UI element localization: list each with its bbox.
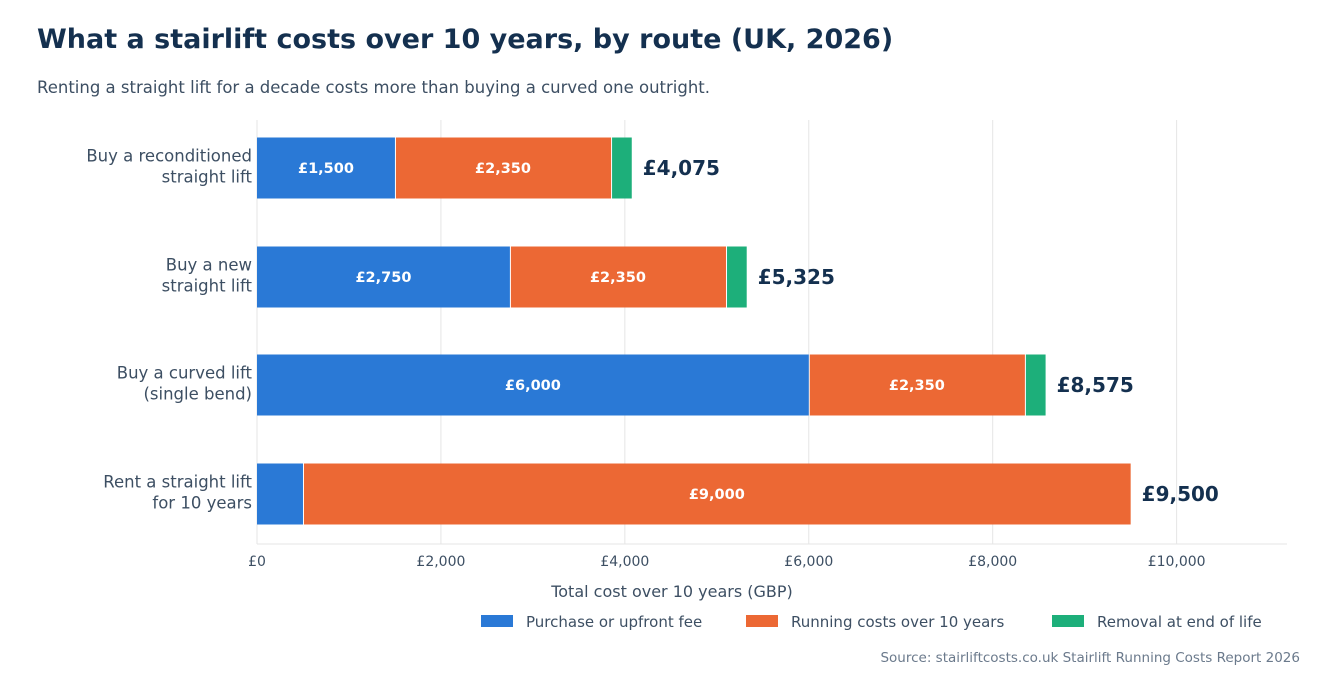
bar-segment (257, 354, 809, 416)
bar-segment (612, 137, 632, 199)
bar-segment (727, 246, 747, 308)
bar-segment-label: £2,350 (475, 161, 531, 177)
source-note: Source: stairliftcosts.co.uk Stairlift R… (880, 650, 1300, 666)
bar-segment-label: £6,000 (505, 378, 561, 394)
legend-swatch (1052, 615, 1084, 627)
legend-swatch (481, 615, 513, 627)
legend-label: Running costs over 10 years (791, 613, 1004, 631)
chart-title: What a stairlift costs over 10 years, by… (37, 24, 894, 55)
x-tick-label: £10,000 (1148, 554, 1206, 570)
x-tick-label: £8,000 (968, 554, 1017, 570)
bar-total-label: £4,075 (643, 156, 720, 180)
x-tick-label: £0 (248, 554, 266, 570)
bar-segment-label: £2,750 (355, 270, 411, 286)
legend-label: Removal at end of life (1097, 613, 1262, 631)
bar-segment (303, 463, 1131, 525)
category-label: Buy a new (166, 256, 252, 275)
category-label: (single bend) (143, 385, 252, 404)
bar-segment-label: £9,000 (689, 487, 745, 503)
bar-segment (257, 137, 395, 199)
bar-segment (1025, 354, 1046, 416)
bar-segment (809, 354, 1025, 416)
bar-segment (257, 246, 510, 308)
bar-total-label: £8,575 (1057, 373, 1134, 397)
x-tick-label: £6,000 (784, 554, 833, 570)
bar-segment-label: £2,350 (889, 378, 945, 394)
legend-swatch (746, 615, 778, 627)
bar-total-label: £5,325 (758, 265, 835, 289)
category-label: straight lift (162, 168, 253, 187)
bar-segment-label: £2,350 (590, 270, 646, 286)
bar-segment (510, 246, 727, 308)
category-label: for 10 years (152, 494, 252, 513)
category-label: Rent a straight lift (103, 473, 252, 492)
x-tick-label: £4,000 (600, 554, 649, 570)
bar-segment-label: £1,500 (298, 161, 354, 177)
category-label: straight lift (162, 277, 253, 296)
category-label: Buy a curved lift (117, 364, 253, 383)
x-axis-title: Total cost over 10 years (GBP) (550, 582, 793, 601)
bar-total-label: £9,500 (1142, 482, 1219, 506)
bar-segment (395, 137, 612, 199)
x-tick-label: £2,000 (416, 554, 465, 570)
legend-label: Purchase or upfront fee (526, 613, 702, 631)
chart-subtitle: Renting a straight lift for a decade cos… (37, 78, 711, 97)
bar-segment (257, 463, 303, 525)
category-label: Buy a reconditioned (86, 147, 252, 166)
